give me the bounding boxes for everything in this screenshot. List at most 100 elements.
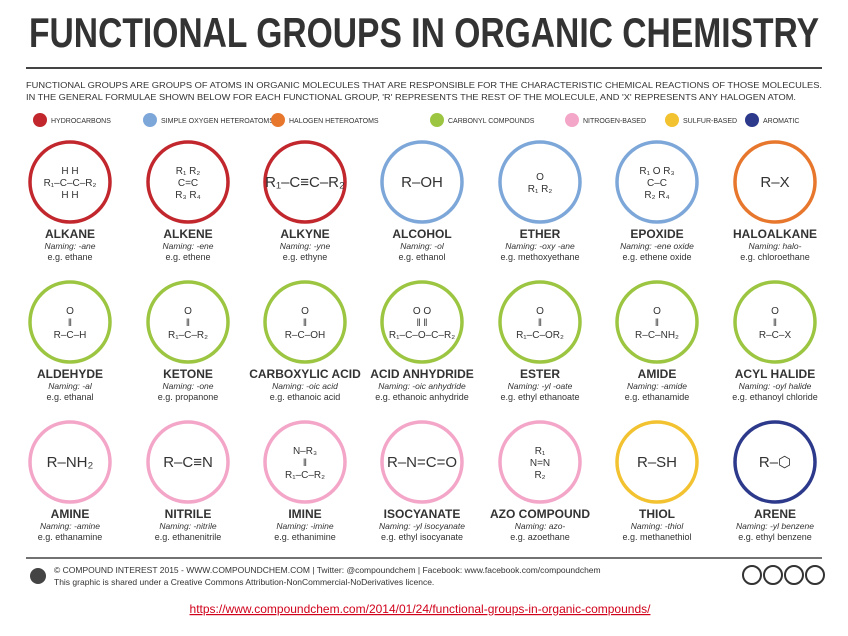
group-name: AZO COMPOUND	[490, 507, 590, 521]
group-name: AMINE	[51, 507, 90, 521]
group-example: e.g. ethyl ethanoate	[500, 392, 579, 402]
group-name: NITRILE	[165, 507, 212, 521]
formula: ‖	[303, 458, 307, 469]
legend-label: HYDROCARBONS	[51, 118, 111, 125]
group-ring	[615, 140, 699, 224]
formula: H H	[61, 190, 78, 201]
group-name: ARENE	[754, 507, 796, 521]
formula: R–C–OH	[285, 330, 326, 341]
group-ring	[498, 140, 582, 224]
group-naming: Naming: -oic anhydride	[378, 381, 466, 391]
group-naming: Naming: -imine	[276, 521, 333, 531]
formula: R–NH₂	[47, 454, 94, 471]
formula: ‖	[773, 318, 777, 329]
group-ring	[146, 140, 230, 224]
group-example: e.g. ethanamide	[625, 392, 690, 402]
group-naming: Naming: -oxy -ane	[505, 241, 575, 251]
group-naming: Naming: -al	[48, 381, 93, 391]
group-ring	[733, 140, 817, 224]
formula: R₁	[535, 446, 546, 457]
group-example: e.g. chloroethane	[740, 252, 810, 262]
formula: R–N=C=O	[387, 454, 457, 471]
formula: O O	[413, 306, 432, 317]
group-name: CARBOXYLIC ACID	[249, 367, 361, 381]
formula: R–C–NH₂	[635, 330, 679, 341]
formula: O	[536, 306, 544, 317]
formula: H H	[61, 166, 78, 177]
group-ring	[615, 420, 699, 504]
group-name: ISOCYANATE	[384, 507, 461, 521]
legend-label: SIMPLE OXYGEN HETEROATOMS	[161, 118, 274, 125]
group-ring	[263, 280, 347, 364]
group-naming: Naming: -oyl halide	[739, 381, 812, 391]
legend-label: SULFUR-BASED	[683, 118, 737, 125]
formula: O	[653, 306, 661, 317]
formula: R₁–C–R₂	[168, 330, 208, 341]
group-ring	[498, 280, 582, 364]
group-example: e.g. ethanoyl chloride	[732, 392, 818, 402]
group-example: e.g. ethyne	[283, 252, 328, 262]
group-ring	[733, 280, 817, 364]
group-naming: Naming: -ol	[400, 241, 445, 251]
formula: R₂	[534, 470, 545, 481]
formula: R₁–C–C–R₂	[44, 178, 97, 189]
formula: ‖	[303, 318, 307, 329]
group-ring	[28, 140, 112, 224]
formula: O	[301, 306, 309, 317]
legend-dot	[565, 113, 579, 127]
group-ring	[380, 280, 464, 364]
legend-dot	[271, 113, 285, 127]
formula: O	[536, 172, 544, 183]
formula: O	[184, 306, 192, 317]
formula: O	[771, 306, 779, 317]
formula: N=N	[530, 458, 550, 469]
formula: R–C≡N	[163, 454, 213, 471]
group-name: ACYL HALIDE	[735, 367, 815, 381]
group-example: e.g. ethanal	[46, 392, 93, 402]
source-url[interactable]: https://www.compoundchem.com/2014/01/24/…	[190, 602, 652, 616]
group-example: e.g. ethanoic anhydride	[375, 392, 469, 402]
group-naming: Naming: -amine	[40, 521, 100, 531]
group-example: e.g. ethanoic acid	[270, 392, 341, 402]
group-ring	[28, 420, 112, 504]
legend-label: CARBONYL COMPOUNDS	[448, 118, 535, 125]
group-name: IMINE	[288, 507, 321, 521]
source-link[interactable]: https://www.compoundchem.com/2014/01/24/…	[190, 602, 652, 616]
formula: R–⬡	[759, 454, 791, 471]
group-naming: Naming: -oic acid	[272, 381, 338, 391]
group-name: KETONE	[163, 367, 213, 381]
group-name: ESTER	[520, 367, 560, 381]
group-name: ACID ANHYDRIDE	[370, 367, 474, 381]
group-name: ALKANE	[45, 227, 95, 241]
group-ring	[615, 280, 699, 364]
formula: R–C–H	[54, 330, 87, 341]
group-example: e.g. ethanamine	[38, 532, 103, 542]
group-name: ALDEHYDE	[37, 367, 103, 381]
group-example: e.g. azoethane	[510, 532, 570, 542]
group-ring	[263, 420, 347, 504]
footer-credit: © COMPOUND INTEREST 2015 - WWW.COMPOUNDC…	[54, 565, 601, 575]
formula: O	[66, 306, 74, 317]
group-ring	[263, 140, 347, 224]
legend-label: HALOGEN HETEROATOMS	[289, 118, 379, 125]
group-name: ALCOHOL	[392, 227, 451, 241]
formula: R₂ R₄	[644, 190, 669, 201]
group-example: e.g. ethanimine	[274, 532, 336, 542]
formula: ‖ ‖	[416, 318, 427, 329]
formula: R–SH	[637, 454, 677, 471]
formula: ‖	[186, 318, 190, 329]
group-example: e.g. ethanenitrile	[155, 532, 222, 542]
group-naming: Naming: -ane	[44, 241, 95, 251]
group-naming: Naming: -amide	[627, 381, 687, 391]
formula: R₁–C–R₂	[285, 470, 325, 481]
formula: R₁ R₂	[528, 184, 553, 195]
group-naming: Naming: -one	[162, 381, 213, 391]
group-naming: Naming: halo-	[749, 241, 802, 251]
group-example: e.g. ethanol	[398, 252, 445, 262]
group-ring	[380, 420, 464, 504]
legend-dot	[143, 113, 157, 127]
legend-label: AROMATIC	[763, 118, 799, 125]
group-ring	[28, 280, 112, 364]
group-example: e.g. propanone	[158, 392, 219, 402]
